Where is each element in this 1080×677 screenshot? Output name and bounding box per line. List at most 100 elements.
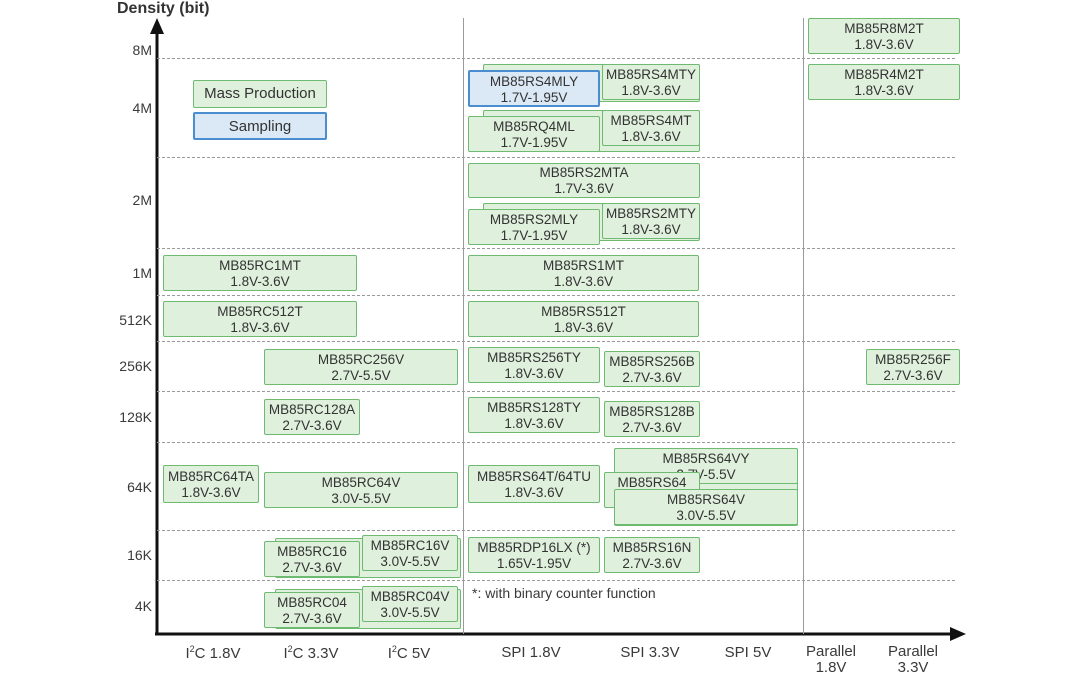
product-chip-mb85r4m2t: MB85R4M2T 1.8V-3.6V — [808, 64, 960, 100]
product-name: MB85R8M2T — [844, 21, 924, 36]
product-voltage: 3.0V-5.5V — [676, 508, 736, 523]
product-name: MB85RS64T/64TU — [476, 469, 592, 484]
y-tick-8m: 8M — [132, 42, 152, 58]
product-chip-mb85rs4mt: MB85RS4MT 1.8V-3.6V — [602, 110, 700, 146]
product-voltage: 3.0V-5.5V — [331, 491, 391, 506]
y-tick-128k: 128K — [119, 409, 152, 425]
x-tick-spi-1.8v: SPI 1.8V — [501, 644, 561, 661]
gridline — [157, 530, 955, 531]
product-name: MB85RS256TY — [487, 350, 581, 365]
product-name: MB85RC04 — [277, 595, 347, 610]
x-tick-i2c-5v: I2C 5V — [387, 644, 431, 662]
product-chip-mb85rc64v: MB85RC64V 3.0V-5.5V — [264, 472, 458, 508]
product-name: MB85RS1MT — [542, 258, 625, 273]
product-name: MB85RC16V — [370, 538, 450, 553]
gridline — [157, 341, 955, 342]
y-axis-arrow — [150, 18, 164, 34]
product-name: MB85RS16N — [612, 540, 692, 555]
product-chip-mb85rq4ml: MB85RQ4ML 1.7V-1.95V — [468, 116, 600, 152]
product-name: MB85RC256V — [317, 352, 405, 367]
x-axis-arrow — [950, 627, 966, 641]
product-voltage: 1.8V-3.6V — [621, 222, 681, 237]
gridline — [157, 157, 955, 158]
product-voltage: 2.7V-3.6V — [622, 420, 682, 435]
product-chip-mb85r256f: MB85R256F 2.7V-3.6V — [866, 349, 960, 385]
product-voltage: 3.0V-5.5V — [380, 605, 440, 620]
product-chip-mb85rc16v: MB85RC16V 3.0V-5.5V — [362, 535, 458, 571]
product-name: MB85RS128TY — [487, 400, 581, 415]
product-chip-mb85rs2mta: MB85RS2MTA 1.7V-3.6V — [468, 163, 700, 198]
y-tick-4m: 4M — [132, 100, 152, 116]
product-name: MB85RS4MLY — [489, 74, 579, 89]
y-tick-1m: 1M — [132, 265, 152, 281]
product-name: MB85RC16 — [277, 544, 347, 559]
product-chip-mb85rdp16lx: MB85RDP16LX (*) 1.65V-1.95V — [468, 537, 600, 573]
product-chip-mb85rs512t: MB85RS512T 1.8V-3.6V — [468, 301, 699, 337]
product-name: MB85RC512T — [217, 304, 303, 319]
product-chip-mb85rs256ty: MB85RS256TY 1.8V-3.6V — [468, 347, 600, 383]
product-voltage: 1.8V-3.6V — [504, 485, 564, 500]
gridline — [157, 391, 955, 392]
product-name: MB85RS64V — [666, 492, 746, 507]
gridline — [157, 295, 955, 296]
product-name: MB85RS256B — [609, 354, 695, 369]
gridline — [157, 580, 955, 581]
gridline — [157, 442, 955, 443]
product-name: MB85R256F — [875, 352, 951, 367]
footnote: *: with binary counter function — [472, 585, 656, 601]
product-name: MB85RS64 — [617, 475, 687, 490]
product-chip-mb85rs128b: MB85RS128B 2.7V-3.6V — [604, 401, 700, 437]
product-voltage: 1.7V-1.95V — [500, 135, 568, 150]
product-chip-mb85rs4mty: MB85RS4MTY 1.8V-3.6V — [602, 64, 700, 100]
product-chip-mb85rc512t: MB85RC512T 1.8V-3.6V — [163, 301, 357, 337]
x-tick-parallel-3.3v: Parallel 3.3V — [887, 643, 939, 676]
product-voltage: 1.8V-3.6V — [504, 366, 564, 381]
product-chip-mb85rs64v: MB85RS64V 3.0V-5.5V — [614, 489, 798, 525]
product-chip-mb85r8m2t: MB85R8M2T 1.8V-3.6V — [808, 18, 960, 54]
product-voltage: 1.8V-3.6V — [504, 416, 564, 431]
product-voltage: 1.8V-3.6V — [230, 320, 290, 335]
product-voltage: 1.7V-3.6V — [554, 181, 614, 196]
product-chip-mb85rs2mty: MB85RS2MTY 1.8V-3.6V — [602, 203, 700, 239]
product-voltage: 1.8V-3.6V — [621, 129, 681, 144]
product-name: MB85RS2MTA — [539, 165, 629, 180]
x-tick-parallel-1.8v: Parallel 1.8V — [805, 643, 857, 676]
gridline — [157, 58, 955, 59]
y-tick-4k: 4K — [134, 598, 152, 614]
product-chip-mb85rs256b: MB85RS256B 2.7V-3.6V — [604, 351, 700, 387]
product-chip-mb85rc04: MB85RC04 2.7V-3.6V — [264, 592, 360, 628]
product-voltage: 1.7V-1.95V — [500, 228, 568, 243]
product-name: MB85RS4MTY — [605, 67, 697, 82]
product-name: MB85RS4MT — [610, 113, 692, 128]
product-name: MB85RC64TA — [167, 469, 255, 484]
product-name: MB85RS2MLY — [489, 212, 579, 227]
product-name: MB85RS512T — [541, 304, 626, 319]
product-name: MB85RC1MT — [219, 258, 301, 273]
product-voltage: 2.7V-3.6V — [622, 370, 682, 385]
product-voltage: 1.8V-3.6V — [230, 274, 290, 289]
legend-sampling: Sampling — [193, 112, 327, 140]
product-voltage: 1.8V-3.6V — [621, 83, 681, 98]
product-chip-mb85rc16: MB85RC16 2.7V-3.6V — [264, 541, 360, 577]
product-name: MB85RDP16LX (*) — [477, 540, 591, 555]
product-name: MB85RQ4ML — [493, 119, 575, 134]
product-chip-mb85rc04v: MB85RC04V 3.0V-5.5V — [362, 586, 458, 622]
product-chip-mb85rc1mt: MB85RC1MT 1.8V-3.6V — [163, 255, 357, 291]
y-tick-256k: 256K — [119, 358, 152, 374]
x-tick-i2c-3.3v: I2C 3.3V — [283, 644, 339, 662]
product-chip-mb85rc64ta: MB85RC64TA 1.8V-3.6V — [163, 465, 259, 503]
y-tick-64k: 64K — [127, 479, 152, 495]
product-chip-mb85rs128ty: MB85RS128TY 1.8V-3.6V — [468, 397, 600, 433]
legend-mass-production: Mass Production — [193, 80, 327, 108]
gridline — [157, 248, 955, 249]
product-chip-mb85rs16n: MB85RS16N 2.7V-3.6V — [604, 537, 700, 573]
product-name: MB85RC64V — [321, 475, 401, 490]
product-voltage: 2.7V-3.6V — [282, 560, 342, 575]
product-voltage: 3.0V-5.5V — [380, 554, 440, 569]
product-name: MB85R4M2T — [844, 67, 924, 82]
y-tick-2m: 2M — [132, 192, 152, 208]
x-tick-i2c-1.8v: I2C 1.8V — [185, 644, 241, 662]
product-name: MB85RS128B — [609, 404, 695, 419]
product-voltage: 2.7V-3.6V — [282, 611, 342, 626]
